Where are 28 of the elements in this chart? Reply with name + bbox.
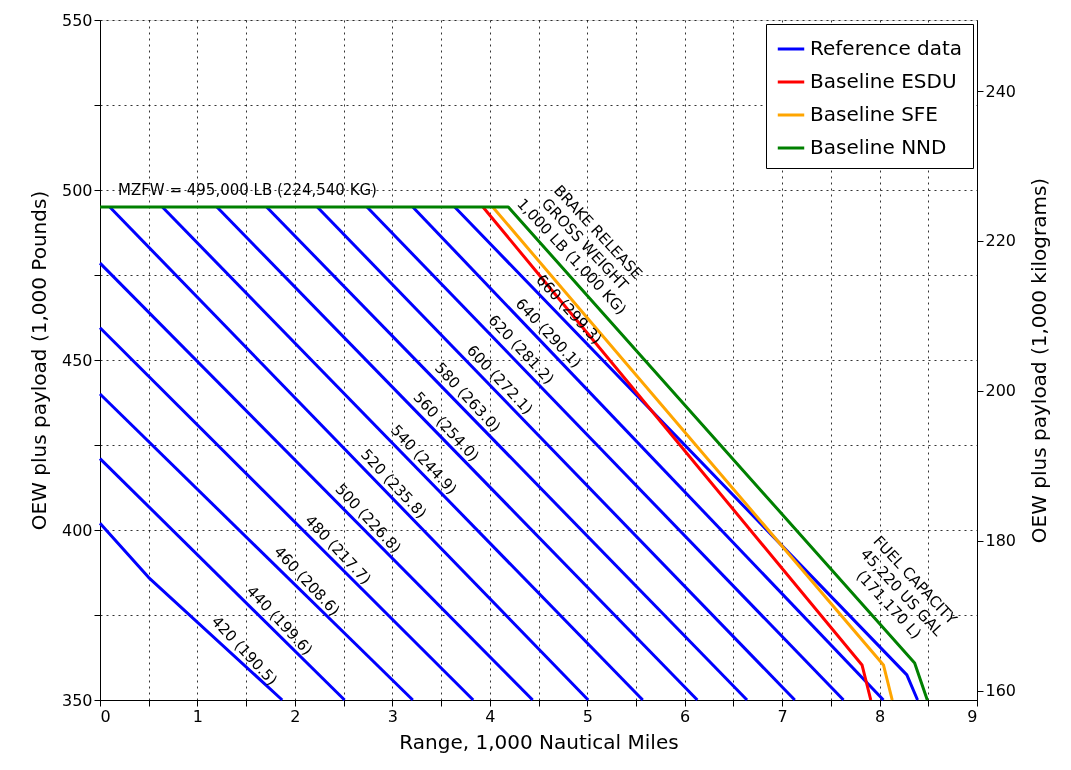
x-tick-label: 3: [387, 706, 398, 726]
x-tick-label: 7: [777, 706, 788, 726]
legend-label: Baseline NND: [810, 135, 947, 159]
y2-tick-label: 180: [985, 531, 1017, 551]
y2-tick-label: 240: [985, 81, 1017, 101]
y-tick-label: 550: [61, 10, 93, 30]
x-tick-label: 8: [874, 706, 886, 726]
x-tick-label: 1: [192, 706, 204, 726]
x-tick-label: 5: [582, 706, 593, 726]
y-tick-label: 500: [61, 180, 93, 200]
x-axis-title: Range, 1,000 Nautical Miles: [399, 729, 679, 754]
y-axis-title: OEW plus payload (1,000 Pounds): [26, 190, 51, 531]
y2-tick-label: 200: [985, 381, 1017, 401]
x-tick-label: 4: [485, 706, 496, 726]
y-tick-label: 450: [61, 350, 93, 370]
y-tick-label: 350: [61, 690, 93, 710]
legend-label: Reference data: [810, 36, 963, 60]
legend-label: Baseline SFE: [810, 102, 938, 126]
legend-label: Baseline ESDU: [810, 69, 957, 93]
y2-axis-title: OEW plus payload (1,000 kilograms): [1027, 177, 1052, 544]
x-tick-label: 9: [967, 706, 978, 726]
y-tick-label: 400: [61, 520, 93, 540]
annotation: MZFW = 495,000 LB (224,540 KG): [118, 181, 377, 199]
y2-tick-label: 220: [985, 231, 1017, 251]
y2-tick-label: 160: [985, 681, 1017, 701]
x-tick-label: 0: [100, 706, 111, 726]
x-tick-label: 6: [680, 706, 691, 726]
x-tick-label: 2: [290, 706, 301, 726]
